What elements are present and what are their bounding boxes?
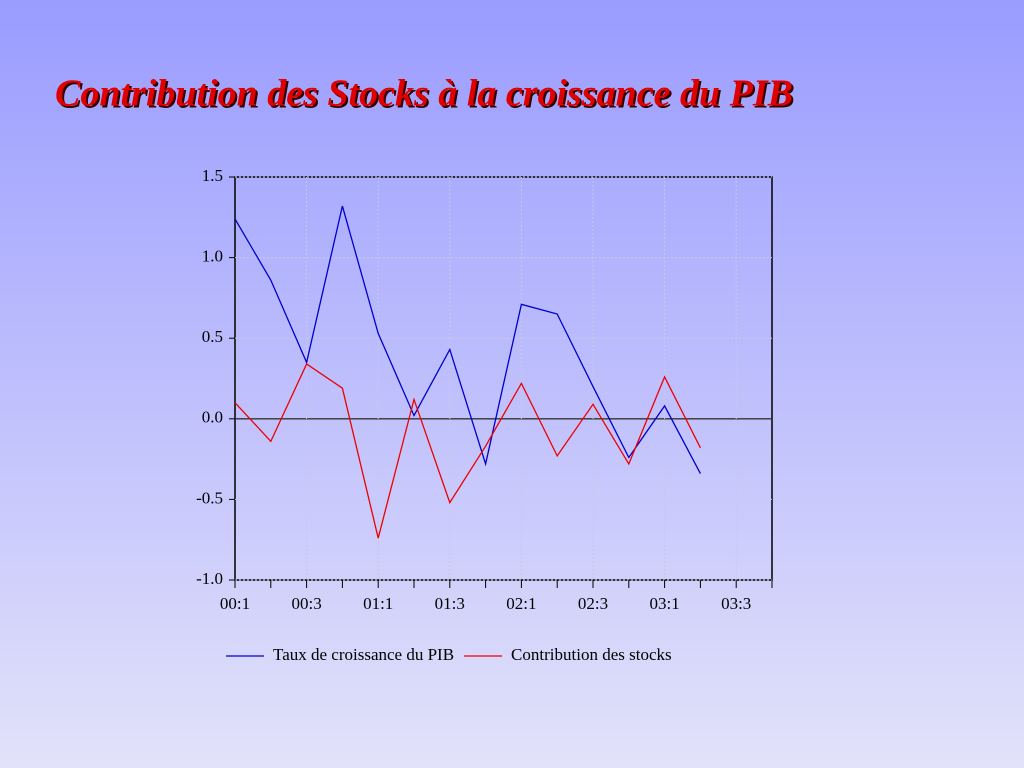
x-tick-label: 00:3 [291,594,321,613]
series-line [234,205,701,474]
x-tick-label: 02:3 [578,594,608,613]
chart-title: Contribution des Stocks à la croissance … [55,73,793,115]
y-tick-label: 1.0 [202,247,223,266]
x-tick-label: 02:1 [506,594,536,613]
x-tick-label: 01:3 [435,594,465,613]
legend-label: Taux de croissance du PIB [273,645,454,664]
y-tick-label: 1.5 [202,166,223,185]
y-tick-label: -1.0 [196,569,223,588]
plot-frame [234,176,773,581]
y-tick-label: -0.5 [196,488,223,507]
x-tick-label: 00:1 [220,594,250,613]
y-tick-label: 0.0 [202,408,223,427]
x-tick-label: 03:1 [649,594,679,613]
x-tick-label: 01:1 [363,594,393,613]
y-tick-label: 0.5 [202,327,223,346]
legend-label: Contribution des stocks [511,645,672,664]
series-line [234,363,701,539]
x-tick-label: 03:3 [721,594,751,613]
